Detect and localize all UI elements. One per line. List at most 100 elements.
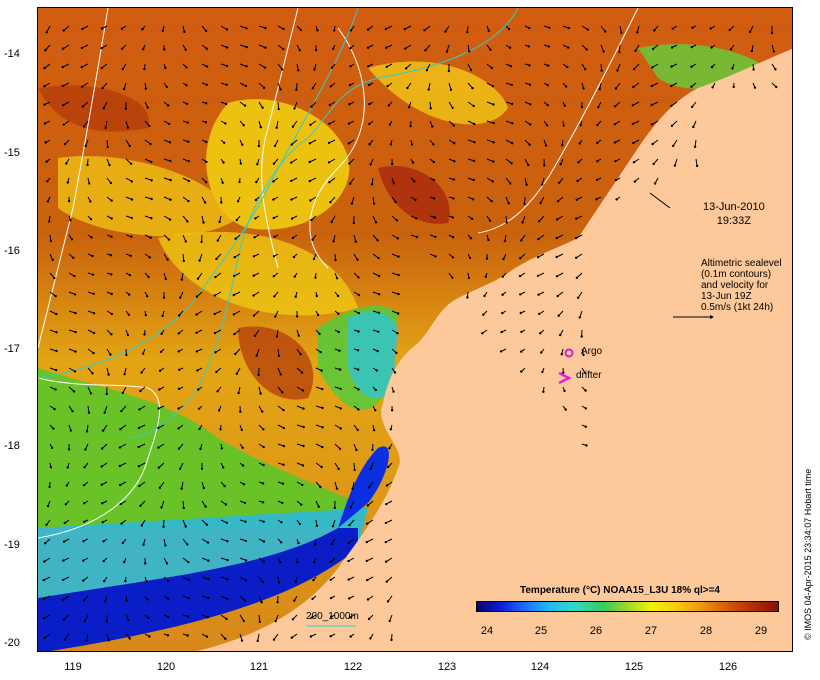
bathymetry-contours bbox=[38, 8, 519, 439]
velocity-arrow-head bbox=[91, 372, 94, 375]
velocity-arrow-head bbox=[357, 388, 360, 391]
velocity-arrow-head bbox=[107, 373, 110, 376]
velocity-arrow-head bbox=[353, 468, 356, 471]
velocity-arrow-head bbox=[487, 29, 490, 33]
velocity-arrow-head bbox=[216, 390, 219, 393]
velocity-arrow-head bbox=[177, 332, 180, 335]
velocity-arrow-head bbox=[126, 333, 130, 337]
sst-map[interactable]: 13-Jun-2010 19:33Z Altimetric sealevel (… bbox=[37, 7, 793, 652]
velocity-arrow-head bbox=[73, 370, 77, 373]
velocity-arrow-head bbox=[316, 313, 320, 317]
velocity-arrow-head bbox=[614, 87, 618, 90]
velocity-arrow-head bbox=[177, 350, 180, 353]
velocity-arrow-head bbox=[294, 295, 297, 298]
velocity-arrow-head bbox=[296, 561, 299, 564]
velocity-arrow-head bbox=[311, 597, 314, 601]
velocity-arrow-head bbox=[245, 45, 248, 49]
velocity-arrow-head bbox=[45, 523, 48, 526]
velocity-arrow-head bbox=[274, 315, 277, 318]
velocity-arrow-head bbox=[144, 87, 148, 90]
velocity-arrow-head bbox=[616, 69, 619, 72]
velocity-arrow-head bbox=[279, 561, 282, 564]
velocity-arrow-head bbox=[473, 141, 476, 144]
velocity-arrow-head bbox=[432, 197, 436, 200]
velocity-arrow-head bbox=[262, 540, 266, 543]
velocity-arrow-head bbox=[290, 198, 293, 201]
velocity-arrow-head bbox=[632, 141, 635, 145]
velocity-arrow-head bbox=[582, 353, 585, 357]
velocity-arrow-head bbox=[262, 463, 265, 467]
velocity-arrow-head bbox=[290, 143, 293, 146]
sst-patch-green bbox=[38, 368, 368, 528]
velocity-arrow-head bbox=[166, 104, 170, 107]
velocity-arrow-head bbox=[385, 65, 388, 68]
velocity-arrow-head bbox=[602, 50, 605, 53]
velocity-arrow-head bbox=[671, 27, 674, 30]
lat-tick-label: -14 bbox=[4, 48, 20, 60]
velocity-arrow-head bbox=[750, 49, 754, 53]
velocity-arrow-head bbox=[467, 50, 471, 53]
velocity-arrow-head bbox=[83, 502, 86, 505]
velocity-arrow-head bbox=[389, 428, 392, 431]
velocity-arrow-head bbox=[482, 313, 485, 316]
velocity-arrow-head bbox=[468, 256, 472, 260]
velocity-arrow-head bbox=[80, 85, 84, 88]
velocity-arrow-head bbox=[396, 237, 400, 240]
velocity-arrow-head bbox=[272, 162, 276, 165]
velocity-arrow-head bbox=[501, 311, 504, 315]
velocity-arrow-head bbox=[297, 69, 300, 72]
velocity-arrow-head bbox=[357, 276, 360, 279]
velocity-arrow-head bbox=[83, 520, 86, 523]
velocity-arrow-head bbox=[397, 312, 400, 315]
velocity-arrow-head bbox=[365, 540, 368, 544]
velocity-arrow-head bbox=[597, 106, 600, 109]
velocity-arrow-head bbox=[44, 49, 47, 52]
velocity-arrow-head bbox=[349, 65, 352, 68]
velocity-arrow-head bbox=[347, 541, 350, 545]
velocity-arrow-head bbox=[109, 353, 112, 356]
altimetric-note: Altimetric sealevel (0.1m contours) and … bbox=[701, 258, 782, 313]
velocity-arrow-head bbox=[670, 104, 673, 108]
velocity-arrow-head bbox=[368, 122, 371, 126]
velocity-arrow-head bbox=[578, 316, 581, 319]
velocity-arrow-head bbox=[46, 504, 50, 508]
velocity-arrow-head bbox=[66, 181, 69, 184]
colorbar-tick-label: 25 bbox=[534, 625, 548, 637]
velocity-arrow-head bbox=[384, 540, 387, 544]
velocity-arrow-head bbox=[356, 349, 360, 352]
velocity-arrow-head bbox=[62, 559, 65, 562]
velocity-arrow-head bbox=[69, 219, 72, 222]
velocity-arrow-head bbox=[333, 506, 336, 509]
colorbar-tick-label: 26 bbox=[589, 625, 603, 637]
velocity-arrow-head bbox=[279, 373, 282, 376]
velocity-arrow-head bbox=[84, 448, 87, 451]
velocity-arrow-head bbox=[52, 427, 55, 430]
velocity-arrow-head bbox=[62, 598, 65, 601]
velocity-arrow-head bbox=[55, 312, 58, 316]
velocity-arrow-head bbox=[272, 216, 275, 220]
velocity-arrow-head bbox=[291, 125, 295, 128]
velocity-arrow-head bbox=[239, 162, 242, 165]
velocity-arrow-head bbox=[357, 293, 361, 297]
colorbar-tick-label: 29 bbox=[754, 625, 768, 637]
velocity-arrow-head bbox=[510, 162, 513, 165]
velocity-arrow-head bbox=[282, 47, 285, 51]
velocity-arrow-head bbox=[121, 541, 125, 545]
velocity-arrow-head bbox=[690, 65, 693, 68]
velocity-arrow-head bbox=[224, 122, 227, 125]
velocity-arrow-head bbox=[92, 292, 95, 295]
velocity-arrow-head bbox=[653, 182, 657, 185]
velocity-arrow-head bbox=[105, 392, 108, 396]
velocity-arrow-head bbox=[128, 273, 132, 277]
velocity-arrow-head bbox=[369, 467, 372, 471]
credit-text: © IMOS 04-Apr-2015 23:34:07 Hobart time bbox=[803, 468, 813, 640]
velocity-arrow-head bbox=[538, 219, 541, 223]
velocity-arrow-head bbox=[519, 311, 522, 315]
velocity-arrow-head bbox=[262, 428, 265, 431]
velocity-arrow-head bbox=[166, 258, 169, 261]
velocity-arrow-head bbox=[546, 64, 550, 67]
velocity-arrow-head bbox=[257, 373, 260, 377]
altimetric-line: and velocity for bbox=[701, 280, 769, 291]
velocity-arrow-head bbox=[64, 503, 67, 506]
velocity-arrow-head bbox=[424, 49, 427, 52]
